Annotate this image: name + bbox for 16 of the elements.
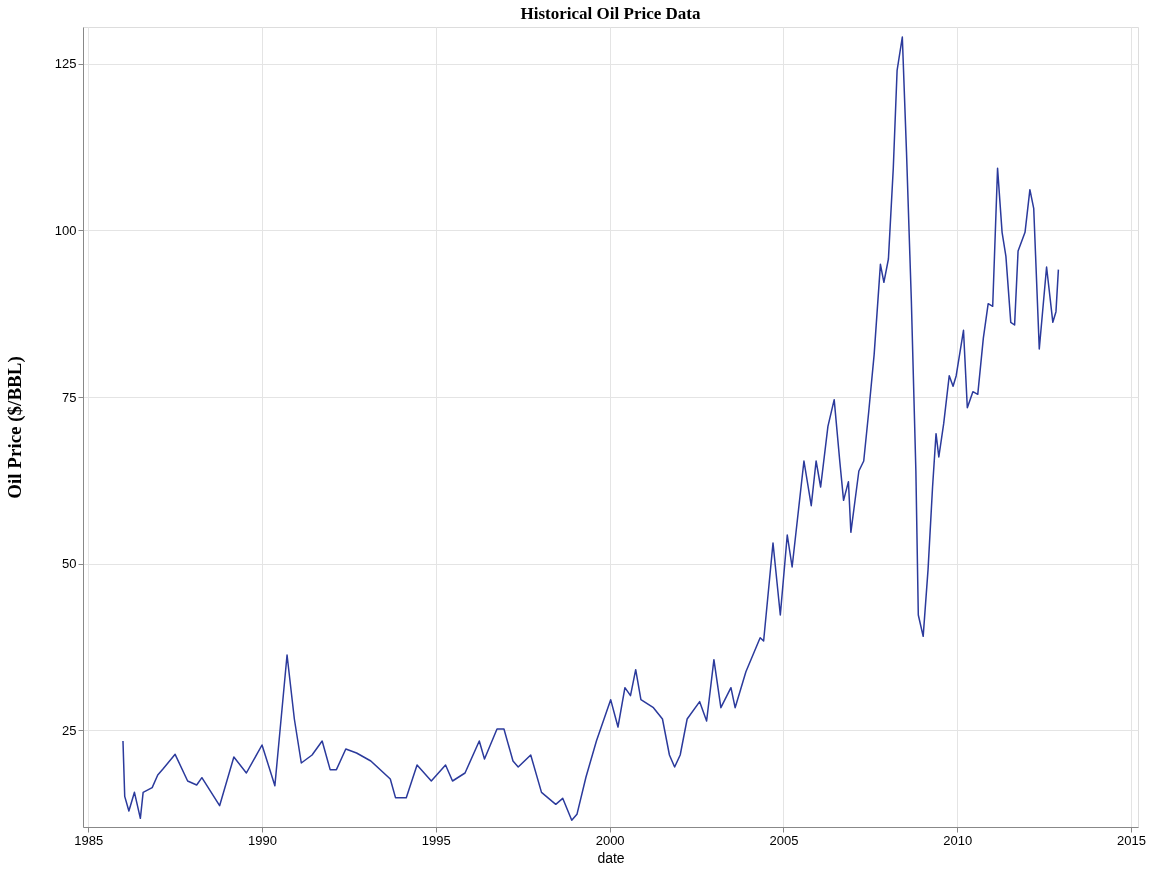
x-axis-title: date xyxy=(597,849,625,866)
x-tick-label: 2005 xyxy=(769,832,799,848)
y-tick-label: 50 xyxy=(62,556,77,572)
x-tick-label: 1995 xyxy=(421,832,451,848)
x-tick-label: 2010 xyxy=(943,832,973,848)
y-tick-label: 100 xyxy=(54,222,77,238)
chart-title: Historical Oil Price Data xyxy=(520,4,701,23)
y-tick-label: 75 xyxy=(62,389,77,405)
y-tick-label: 25 xyxy=(62,722,77,738)
x-tick-label: 2000 xyxy=(595,832,625,848)
x-tick-label: 1985 xyxy=(74,832,104,848)
y-tick-label: 125 xyxy=(54,56,77,72)
x-tick-label: 2015 xyxy=(1117,832,1147,848)
x-tick-label: 1990 xyxy=(248,832,277,848)
line-series xyxy=(122,36,1060,822)
y-axis-title: Oil Price ($/BBL) xyxy=(3,356,26,499)
